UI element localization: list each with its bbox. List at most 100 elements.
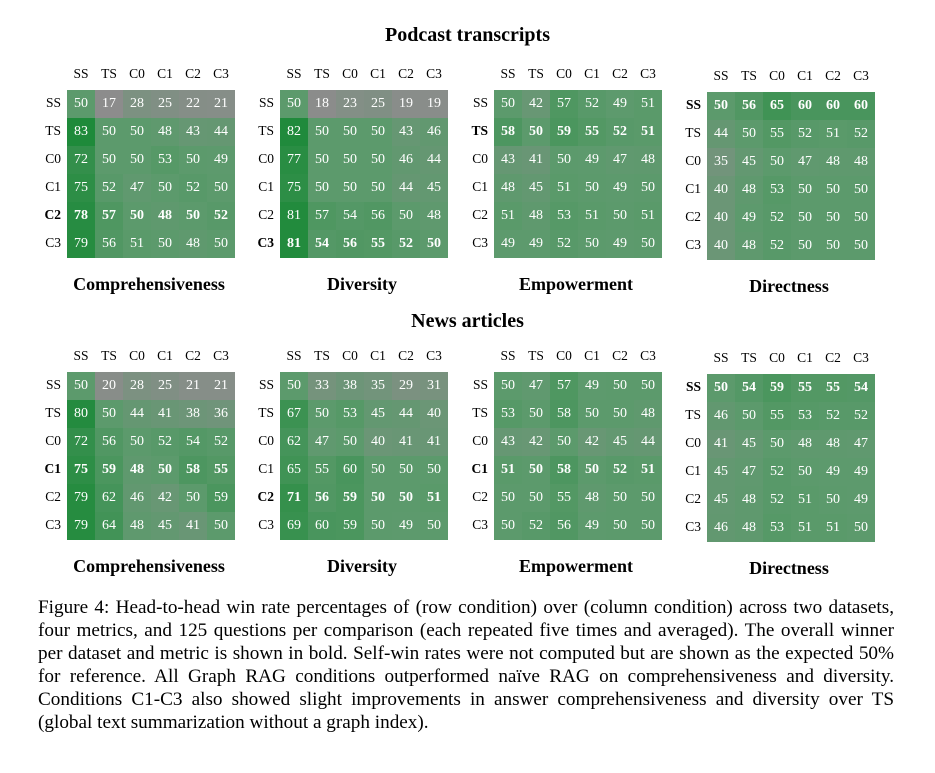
heatmap-cell: 49	[847, 486, 875, 514]
heatmap-cell: 29	[392, 372, 420, 400]
heatmap-cell: 51	[791, 486, 819, 514]
heatmap-cell: 51	[634, 202, 662, 230]
column-header: SS	[500, 348, 516, 363]
row-header: TS	[258, 405, 274, 420]
heatmap-cell: 50	[179, 484, 207, 512]
heatmap-cell: 50	[763, 148, 791, 176]
heatmap-cell: 50	[791, 458, 819, 486]
heatmap-cell: 50	[819, 176, 847, 204]
row-header: C1	[45, 179, 61, 194]
heatmap-cell: 47	[522, 372, 550, 400]
heatmap-cell: 52	[606, 456, 634, 484]
heatmap-cell: 44	[634, 428, 662, 456]
row-header: C2	[472, 207, 488, 222]
heatmap-cell: 48	[791, 430, 819, 458]
heatmap-cell: 50	[707, 374, 735, 402]
heatmap-cell: 60	[819, 92, 847, 120]
heatmap-cell: 51	[494, 202, 522, 230]
heatmap-cell: 82	[280, 118, 308, 146]
heatmap-cell: 50	[420, 230, 448, 258]
heatmap-directness: 50 56 65 60 60 60 44 50 55 52 51 52 35 45 50 47 48 48 40 48…	[707, 92, 875, 260]
heatmap-cell: 50	[123, 202, 151, 230]
column-header: C2	[398, 66, 414, 81]
heatmap-cell: 51	[494, 456, 522, 484]
heatmap-cell: 55	[791, 374, 819, 402]
heatmap-cell: 40	[364, 428, 392, 456]
heatmap-cell: 49	[578, 512, 606, 540]
heatmap-cell: 52	[763, 232, 791, 260]
heatmap-cell: 45	[420, 174, 448, 202]
column-header: C0	[342, 66, 358, 81]
heatmap-cell: 49	[847, 458, 875, 486]
heatmap-cell: 50	[336, 146, 364, 174]
heatmap-cell: 41	[420, 428, 448, 456]
heatmap-cell: 65	[763, 92, 791, 120]
heatmap-cell: 58	[550, 456, 578, 484]
row-header: SS	[45, 95, 61, 110]
heatmap-cell: 46	[707, 402, 735, 430]
heatmap-cell: 50	[364, 174, 392, 202]
column-header: C0	[556, 348, 572, 363]
column-header: C3	[853, 350, 869, 365]
heatmap-cell: 50	[819, 486, 847, 514]
heatmap-cell: 19	[392, 90, 420, 118]
column-header: TS	[528, 66, 544, 81]
heatmap-cell: 72	[67, 146, 95, 174]
heatmap-cell: 52	[550, 230, 578, 258]
column-header: C1	[797, 68, 813, 83]
heatmap-cell: 79	[67, 512, 95, 540]
heatmap-cell: 77	[280, 146, 308, 174]
column-header: C0	[342, 348, 358, 363]
row-header: SS	[685, 379, 701, 394]
heatmap-cell: 56	[95, 230, 123, 258]
heatmap-cell: 46	[123, 484, 151, 512]
row-header: TS	[471, 123, 488, 138]
heatmap-cell: 50	[578, 400, 606, 428]
heatmap-cell: 50	[207, 230, 235, 258]
heatmap-cell: 50	[847, 204, 875, 232]
heatmap-cell: 83	[67, 118, 95, 146]
heatmap-cell: 50	[207, 174, 235, 202]
metric-label: Comprehensiveness	[73, 556, 225, 576]
heatmap-cell: 42	[522, 428, 550, 456]
row-header: C1	[685, 463, 701, 478]
row-header: C1	[472, 179, 488, 194]
heatmap-cell: 48	[847, 148, 875, 176]
heatmap-cell: 50	[522, 118, 550, 146]
heatmap-cell: 44	[392, 400, 420, 428]
heatmap-cell: 50	[308, 118, 336, 146]
heatmap-cell: 46	[707, 514, 735, 542]
heatmap-cell: 52	[847, 402, 875, 430]
heatmap-cell: 48	[522, 202, 550, 230]
heatmap-cell: 51	[819, 514, 847, 542]
heatmap-cell: 59	[336, 484, 364, 512]
row-header: C1	[685, 181, 701, 196]
heatmap-cell: 48	[735, 232, 763, 260]
heatmap-cell: 78	[67, 202, 95, 230]
heatmap-cell: 51	[791, 514, 819, 542]
heatmap-cell: 47	[847, 430, 875, 458]
heatmap-cell: 50	[494, 484, 522, 512]
column-header: C2	[398, 348, 414, 363]
heatmap-cell: 55	[550, 484, 578, 512]
heatmap-cell: 52	[522, 512, 550, 540]
row-header: TS	[472, 405, 488, 420]
heatmap-cell: 50	[606, 484, 634, 512]
heatmap-cell: 57	[550, 90, 578, 118]
heatmap-cell: 69	[280, 512, 308, 540]
heatmap-cell: 45	[735, 148, 763, 176]
heatmap-cell: 55	[364, 230, 392, 258]
column-header: C3	[426, 348, 442, 363]
heatmap-comprehensiveness: 50 20 28 25 21 21 80 50 44 41 38 36 72 56 50 52 54 52 75 59…	[67, 372, 235, 540]
heatmap-cell: 55	[763, 402, 791, 430]
heatmap-cell: 47	[308, 428, 336, 456]
heatmap-cell: 50	[791, 176, 819, 204]
heatmap-cell: 19	[420, 90, 448, 118]
heatmap-cell: 52	[578, 90, 606, 118]
row-header: C1	[44, 461, 62, 476]
heatmap-cell: 67	[280, 400, 308, 428]
heatmap-cell: 50	[392, 202, 420, 230]
heatmap-cell: 50	[308, 400, 336, 428]
heatmap-cell: 41	[522, 146, 550, 174]
heatmap-cell: 50	[123, 146, 151, 174]
